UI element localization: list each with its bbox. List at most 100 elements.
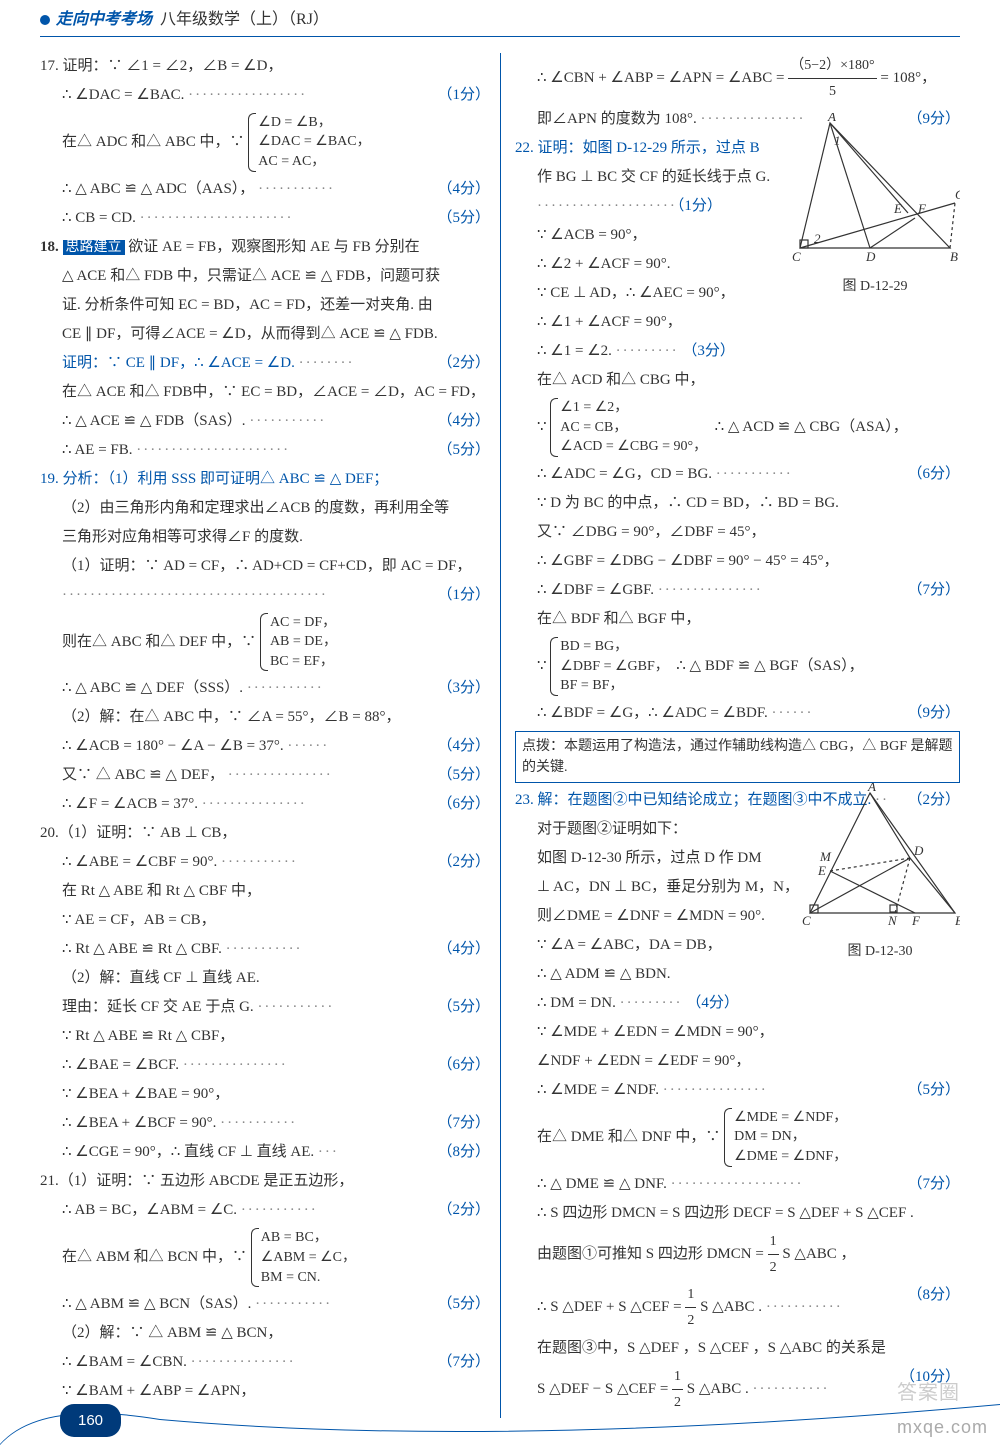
- q21-brace: AB = BC， ∠ABM = ∠C， BM = CN.: [251, 1228, 356, 1287]
- page-number: 160: [60, 1404, 121, 1437]
- figure-29-svg: A B C D E F G 1 2: [790, 113, 960, 263]
- q23-l16a: ∴ S △DEF + S △CEF =: [537, 1299, 685, 1315]
- svg-text:F: F: [917, 201, 927, 216]
- page-header: 走向中考考场 八年级数学（上）（RJ）: [0, 0, 1000, 39]
- q18-badge: 思路建立: [63, 240, 125, 255]
- q21-l6: ∴ ∠BAM = ∠CBN.: [62, 1354, 187, 1370]
- q23-l10: ∠NDF + ∠EDN = ∠EDF = 90°，: [537, 1053, 750, 1069]
- q19-l6: ∴ △ ABC ≌ △ DEF（SSS）.: [62, 680, 243, 696]
- q20-l8: ∵ Rt △ ABE ≌ Rt △ CBF，: [62, 1028, 234, 1044]
- q19-l5a: 则在△ ABC 和△ DEF 中，∵: [62, 633, 256, 649]
- q23-l14: ∴ S 四边形 DMCN = S 四边形 DECF = S △DEF + S △…: [537, 1205, 914, 1221]
- q23-l15a: 由题图①可推知 S 四边形 DMCN =: [537, 1246, 768, 1262]
- q21-r8a: ∴ ∠CBN + ∠ABP = ∠APN = ∠ABC =: [537, 70, 785, 86]
- q23-12b3: ∠DME = ∠DNF，: [734, 1147, 847, 1167]
- q20-s7: （5分）: [437, 994, 490, 1021]
- q19-brace: AC = DF， AB = DE， BC = EF，: [260, 613, 337, 672]
- q22-s10: （6分）: [907, 461, 960, 488]
- q23-l9: ∵ ∠MDE + ∠EDN = ∠MDN = 90°，: [537, 1024, 774, 1040]
- q23-12b2: DM = DN，: [734, 1127, 847, 1147]
- q21-r9: 即∠APN 的度数为 108°.: [537, 111, 697, 127]
- figure-d-12-30: A B C D E F M N 图 D-12-30: [800, 783, 960, 965]
- svg-text:F: F: [911, 913, 921, 928]
- q22-s14: （7分）: [907, 577, 960, 604]
- q20-l12: ∴ ∠CGE = 90°，∴ 直线 CF ⊥ 直线 AE.: [62, 1144, 314, 1160]
- q21-s6: （7分）: [437, 1349, 490, 1376]
- q20-l9: ∴ ∠BAE = ∠BCF.: [62, 1057, 179, 1073]
- q17-l2: ∴ ∠DAC = ∠BAC.: [62, 87, 184, 103]
- q22-l8: 在△ ACD 和△ CBG 中，: [537, 372, 705, 388]
- q22-l5: ∵ CE ⊥ AD，∴ ∠AEC = 90°，: [537, 285, 735, 301]
- q20-l7: 理由：延长 CF 交 AE 于点 G.: [62, 999, 254, 1015]
- q21-l2: ∴ AB = BC，∠ABM = ∠C.: [62, 1202, 237, 1218]
- q19-l2: （2）由三角形内角和定理求出∠ACB 的度数，再利用全等: [62, 500, 449, 516]
- q18-l3: 证. 分析条件可知 EC = BD，AC = FD，还差一对夹角. 由: [62, 297, 433, 313]
- q23-16fd: 2: [685, 1308, 696, 1333]
- q21-frac: （5−2）×180°5: [788, 53, 876, 104]
- q20-l3: 在 Rt △ ABE 和 Rt △ CBF 中，: [62, 883, 261, 899]
- q22-s2: （1分）: [677, 198, 722, 214]
- q23-s11: （5分）: [907, 1077, 960, 1104]
- q20-l10: ∵ ∠BEA + ∠BAE = 90°，: [62, 1086, 229, 1102]
- q23-16fn: 1: [685, 1282, 696, 1308]
- q22-l3: ∵ ∠ACB = 90°，: [537, 227, 647, 243]
- figure-d-12-29: A B C D E F G 1 2 图 D-12-29: [790, 113, 960, 300]
- watermark-line1: 答案圈: [897, 1375, 988, 1411]
- q23-l3: 如图 D-12-30 所示，过点 D 作 DM: [537, 850, 762, 866]
- svg-text:G: G: [955, 187, 960, 202]
- q20-l4: ∵ AE = CF，AB = CB，: [62, 912, 216, 928]
- q18-l1b: 欲证 AE = FB，观察图形知 AE 与 FB 分别在: [128, 239, 419, 255]
- q18-l8: ∴ AE = FB.: [62, 442, 133, 458]
- q23-15fn: 1: [768, 1229, 779, 1255]
- q22-l9c: ∴ △ ACD ≌ △ CBG（ASA），: [715, 419, 908, 435]
- q23-s13: （7分）: [907, 1171, 960, 1198]
- q21-r8b: = 108°，: [880, 70, 936, 86]
- q19-b3: BC = EF，: [270, 652, 337, 672]
- q19-s10: （6分）: [437, 791, 490, 818]
- q22-l13: ∴ ∠GBF = ∠DBG − ∠DBF = 90° − 45° = 45°，: [537, 553, 838, 569]
- svg-text:2: 2: [814, 231, 821, 246]
- q22-brace1: ∠1 = ∠2， AC = CB， ∠ACD = ∠CBG = 90°，: [550, 398, 707, 457]
- q23-l4: ⊥ AC，DN ⊥ BC，垂足分别为 M，N，: [537, 879, 799, 895]
- right-column: ∴ ∠CBN + ∠ABP = ∠APN = ∠ABC = （5−2）×180°…: [500, 53, 960, 1418]
- svg-text:A: A: [867, 783, 876, 794]
- q22-l12: 又∵ ∠DBG = 90°，∠DBF = 45°，: [537, 524, 766, 540]
- q20-s2: （2分）: [437, 849, 490, 876]
- q17-s4: （4分）: [437, 176, 490, 203]
- q18-l7: ∴ △ ACE ≌ △ FDB（SAS）.: [62, 413, 246, 429]
- svg-text:C: C: [792, 249, 801, 263]
- q23-l12a: 在△ DME 和△ DNF 中，∵: [537, 1129, 720, 1145]
- q19-s9: （5分）: [437, 762, 490, 789]
- svg-text:C: C: [802, 913, 811, 928]
- q19-l3: 三角形对应角相等可求得∠F 的度数.: [62, 529, 303, 545]
- svg-text:M: M: [819, 849, 832, 864]
- q22-l10: ∴ ∠ADC = ∠G，CD = BG.: [537, 466, 712, 482]
- q20-s5: （4分）: [437, 936, 490, 963]
- q21-l1: 21.（1）证明：∵ 五边形 ABCDE 是正五边形，: [40, 1173, 353, 1189]
- q19-l10: ∴ ∠F = ∠ACB = 37°.: [62, 796, 198, 812]
- q23-18fn: 1: [672, 1364, 683, 1390]
- q23-l7: ∴ △ ADM ≌ △ BDN.: [537, 966, 671, 982]
- svg-text:B: B: [950, 249, 958, 263]
- q22-l15: 在△ BDF 和△ BGF 中，: [537, 611, 700, 627]
- q19-b1: AC = DF，: [270, 613, 337, 633]
- q20-s12: （8分）: [437, 1139, 490, 1166]
- q17-s1: （1分）: [437, 82, 490, 109]
- q23-s8: （4分）: [686, 995, 739, 1011]
- q22-l11: ∵ D 为 BC 的中点，∴ CD = BD，∴ BD = BG.: [537, 495, 839, 511]
- svg-text:B: B: [955, 913, 960, 928]
- q23-l11: ∴ ∠MDE = ∠NDF.: [537, 1082, 659, 1098]
- q22-16b2: ∠DBF = ∠GBF，: [560, 657, 668, 677]
- q22-l6: ∴ ∠1 + ∠ACF = 90°，: [537, 314, 682, 330]
- q22-l7: ∴ ∠1 = ∠2.: [537, 343, 612, 359]
- q22-brace2: BD = BG， ∠DBF = ∠GBF， BF = BF，: [550, 637, 668, 696]
- q20-l2: ∴ ∠ABE = ∠CBF = 90°.: [62, 854, 217, 870]
- left-column: 17. 证明：∵ ∠1 = ∠2，∠B = ∠D， ∴ ∠DAC = ∠BAC.…: [40, 53, 500, 1418]
- header-title-bold: 走向中考考场: [56, 6, 152, 35]
- q22-s17: （9分）: [907, 700, 960, 727]
- svg-text:D: D: [913, 843, 924, 858]
- q18-s8: （5分）: [437, 437, 490, 464]
- q20-l1: 20.（1）证明：∵ AB ⊥ CB，: [40, 825, 236, 841]
- header-underline: [40, 36, 960, 37]
- q20-l6: （2）解：直线 CF ⊥ 直线 AE.: [62, 970, 260, 986]
